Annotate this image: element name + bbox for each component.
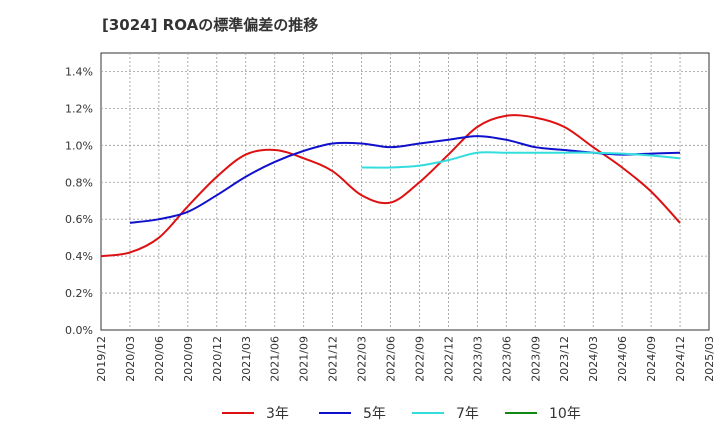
- x-tick-label: 2019/12: [95, 336, 108, 382]
- y-tick-label: 1.0%: [65, 139, 93, 152]
- x-tick-label: 2020/09: [182, 336, 195, 382]
- x-tick-label: 2024/03: [587, 336, 600, 382]
- x-tick-label: 2024/06: [616, 336, 629, 382]
- plot-area: [100, 52, 710, 331]
- x-tick-label: 2023/03: [471, 336, 484, 382]
- x-tick-label: 2020/06: [153, 336, 166, 382]
- legend-label: 10年: [549, 406, 581, 422]
- y-tick-label: 0.0%: [65, 324, 93, 337]
- x-tick-label: 2020/12: [211, 336, 224, 382]
- x-tick-label: 2024/09: [645, 336, 658, 382]
- x-tick-label: 2020/03: [124, 336, 137, 382]
- x-tick-label: 2021/03: [240, 336, 253, 382]
- x-tick-label: 2021/09: [298, 336, 311, 382]
- x-tick-label: 2023/09: [529, 336, 542, 382]
- series-line: [100, 114, 681, 258]
- x-tick-label: 2022/09: [413, 336, 426, 382]
- x-tick-label: 2022/06: [385, 336, 398, 382]
- x-tick-label: 2022/03: [356, 336, 369, 382]
- series-line: [361, 151, 681, 169]
- x-tick-label: 2025/03: [703, 336, 716, 382]
- x-tick-label: 2022/12: [442, 336, 455, 382]
- y-tick-label: 0.8%: [65, 176, 93, 189]
- y-tick-label: 1.2%: [65, 102, 93, 115]
- x-tick-label: 2021/12: [327, 336, 340, 382]
- x-tick-label: 2023/06: [500, 336, 513, 382]
- chart-title: [3024] ROAの標準偏差の推移: [102, 16, 319, 34]
- gridlines: [101, 53, 709, 330]
- y-tick-label: 1.4%: [65, 65, 93, 78]
- x-tick-label: 2021/06: [269, 336, 282, 382]
- series-lines: [100, 114, 681, 258]
- y-tick-label: 0.2%: [65, 287, 93, 300]
- legend: 3年 5年 7年 10年: [222, 406, 581, 422]
- x-tick-label: 2023/12: [558, 336, 571, 382]
- y-tick-label: 0.6%: [65, 213, 93, 226]
- legend-label: 3年: [266, 406, 289, 422]
- x-tick-label: 2024/12: [674, 336, 687, 382]
- legend-label: 5年: [363, 406, 386, 422]
- legend-label: 7年: [456, 406, 479, 422]
- axis-labels: 0.0% 0.2% 0.4% 0.6% 0.8% 1.0% 1.2% 1.4% 2019/12 2…: [65, 65, 716, 381]
- y-tick-label: 0.4%: [65, 250, 93, 263]
